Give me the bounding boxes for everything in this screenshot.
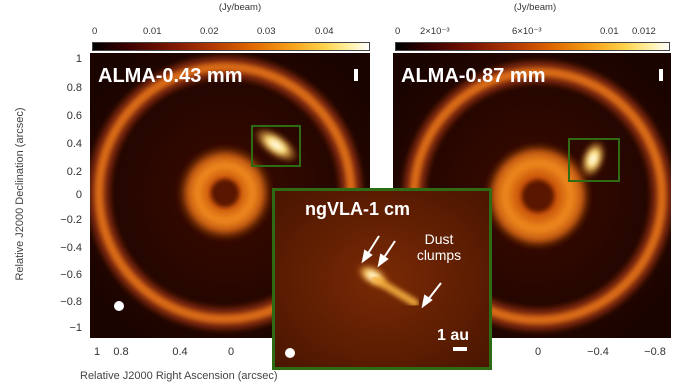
annotation-line-1: Dust xyxy=(424,231,454,247)
colorbar-right-units: (Jy/beam) xyxy=(513,2,557,13)
colorbar-left-tick: 0 xyxy=(92,26,98,37)
y-tick-label: −0.8 xyxy=(60,296,82,308)
y-tick-label: 0.8 xyxy=(66,82,82,94)
y-tick-label: 0.4 xyxy=(66,138,82,150)
colorbar-right-tick: 0.01 xyxy=(600,26,619,37)
dust-clumps-annotation: Dust clumps xyxy=(407,231,471,263)
y-tick-label: −0.4 xyxy=(60,242,82,254)
y-tick-label: 1 xyxy=(75,53,82,65)
inset-label: ngVLA-1 cm xyxy=(305,199,411,219)
y-tick-label: 0.6 xyxy=(66,110,82,122)
x-tick-label: 0 xyxy=(227,346,235,358)
x-tick-label: 0.8 xyxy=(113,346,129,358)
x-tick-label: −0.4 xyxy=(587,346,609,358)
y-tick-label: −0.2 xyxy=(60,214,82,226)
colorbar-right-tick: 0 xyxy=(395,26,401,37)
panel-label-right: ALMA-0.87 mm xyxy=(401,65,546,87)
zoom-box-left xyxy=(251,125,301,167)
panel-label-left: ALMA-0.43 mm xyxy=(98,65,243,87)
ngvla-1cm-inset: ngVLA-1 cm Dust clumps 1 au xyxy=(272,188,492,370)
colorbar-right-tick: 2×10⁻³ xyxy=(420,26,450,37)
colorbar-left-tick: 0.03 xyxy=(257,26,276,37)
y-axis-label: Relative J2000 Declination (arcsec) xyxy=(14,107,26,281)
x-axis-label: Relative J2000 Right Ascension (arcsec) xyxy=(80,370,278,382)
y-tick-label: 0 xyxy=(75,189,82,201)
y-tick-label: 0.2 xyxy=(66,166,82,178)
colorbar-left-tick: 0.04 xyxy=(315,26,334,37)
colorbar-left-units: (Jy/beam) xyxy=(218,2,262,13)
x-tick-label: 0.4 xyxy=(172,346,188,358)
colorbar-right-tick: 6×10⁻³ xyxy=(512,26,542,37)
colorbar-right-tick: 0.012 xyxy=(632,26,656,37)
x-tick-label: 1 xyxy=(93,346,101,358)
zoom-box-right xyxy=(568,138,620,182)
colorbar-left xyxy=(92,42,370,51)
x-tick-label: 0 xyxy=(534,346,542,358)
y-tick-label: −0.6 xyxy=(60,269,82,281)
beam-inset-icon xyxy=(285,348,295,358)
colorbar-right xyxy=(395,42,670,51)
ngvla-1cm-image xyxy=(275,191,489,367)
annotation-line-2: clumps xyxy=(416,247,462,263)
x-tick-label: −0.8 xyxy=(644,346,666,358)
y-tick-label: −1 xyxy=(69,322,82,334)
scale-bar-label: 1 au xyxy=(437,327,470,344)
colorbar-left-tick: 0.02 xyxy=(200,26,219,37)
colorbar-left-tick: 0.01 xyxy=(143,26,162,37)
beam-left-icon xyxy=(114,301,124,311)
